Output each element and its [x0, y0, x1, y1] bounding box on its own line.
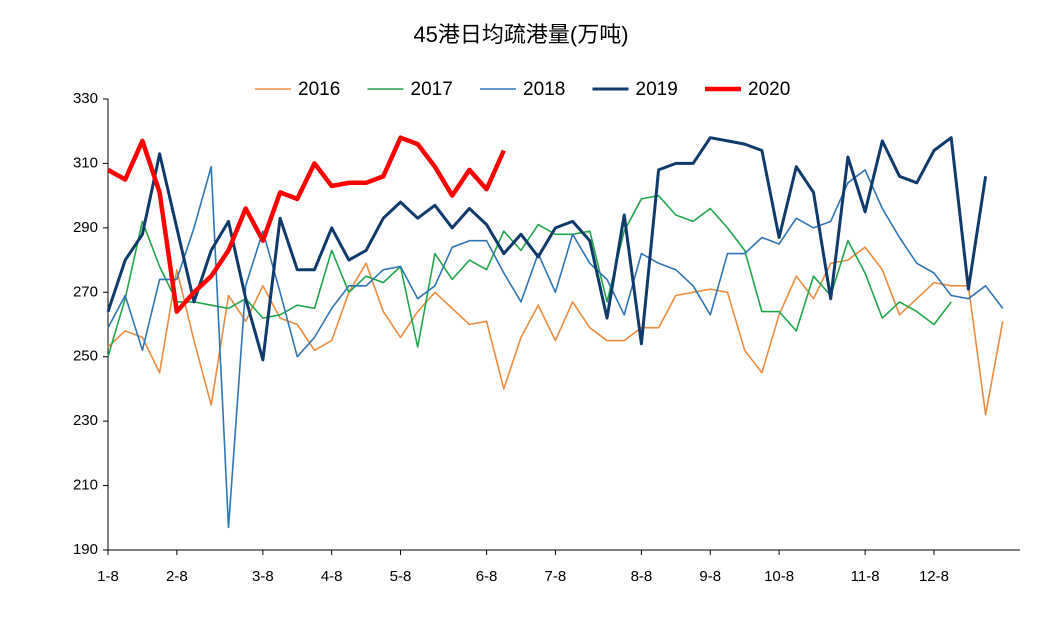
x-tick-label: 6-8: [476, 568, 498, 585]
legend-label: 2020: [748, 79, 790, 100]
legend-label: 2017: [411, 79, 453, 100]
x-tick-label: 7-8: [545, 568, 567, 585]
x-tick-label: 10-8: [764, 568, 794, 585]
legend-label: 2018: [523, 79, 565, 100]
x-tick-label: 1-8: [97, 568, 119, 585]
x-tick-label: 2-8: [166, 568, 188, 585]
y-tick-label: 250: [73, 348, 98, 365]
x-tick-label: 3-8: [252, 568, 274, 585]
y-tick-label: 330: [73, 90, 98, 107]
x-tick-label: 11-8: [851, 568, 880, 585]
y-tick-label: 310: [73, 154, 98, 171]
y-tick-label: 230: [73, 412, 98, 429]
y-tick-label: 290: [73, 219, 98, 236]
y-tick-label: 190: [73, 541, 98, 558]
x-tick-label: 12-8: [919, 568, 949, 585]
legend-label: 2019: [636, 79, 678, 100]
x-tick-label: 5-8: [390, 568, 412, 585]
x-tick-label: 9-8: [699, 568, 721, 585]
series-line: [106, 136, 988, 362]
legend-label: 2016: [298, 79, 340, 100]
x-tick-label: 8-8: [631, 568, 653, 585]
y-tick-label: 270: [73, 283, 98, 300]
series-line: [107, 246, 1004, 416]
x-tick-label: 4-8: [321, 568, 343, 585]
legend: 2016 2017 2018 2019 2020: [255, 79, 790, 100]
chart-title: 45港日均疏港量(万吨): [413, 22, 628, 47]
series-line: [106, 135, 506, 314]
series-line: [107, 194, 952, 357]
y-tick-label: 210: [73, 477, 98, 494]
